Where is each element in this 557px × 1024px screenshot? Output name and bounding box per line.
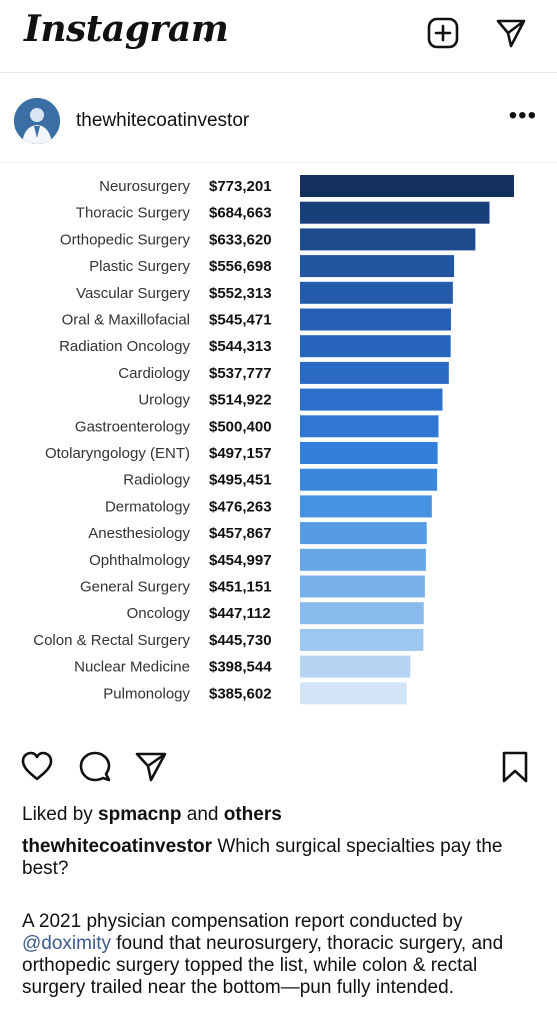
likes-line: Liked by spmacnp and others <box>22 804 282 826</box>
category-label: Neurosurgery <box>99 178 190 195</box>
salary-bar-chart: Neurosurgery $773,201 Thoracic Surgery $684… <box>33 175 514 705</box>
category-label: Oral & Maxillofacial <box>62 312 190 329</box>
bar <box>300 522 427 545</box>
bar <box>300 628 424 651</box>
value-label: $445,730 <box>209 632 272 649</box>
value-label: $633,620 <box>209 231 272 248</box>
category-label: Oncology <box>127 605 191 622</box>
value-label: $447,112 <box>209 605 271 622</box>
category-label: General Surgery <box>80 579 191 596</box>
category-label: Otolaryngology (ENT) <box>45 445 190 462</box>
bookmark-icon[interactable] <box>500 750 530 784</box>
post-actions <box>0 742 557 796</box>
likes-and: and <box>181 804 224 825</box>
bar <box>300 361 449 384</box>
category-label: Urology <box>138 392 190 409</box>
caption-text: Which surgical specialties pay the best? <box>22 836 503 879</box>
category-label: Pulmonology <box>103 685 190 702</box>
value-label: $476,263 <box>209 498 272 515</box>
post-username[interactable]: thewhitecoatinvestor <box>76 110 250 131</box>
value-label: $552,313 <box>209 285 272 302</box>
value-label: $773,201 <box>209 178 272 195</box>
bar <box>300 495 432 518</box>
desc-text-2: found that neurosurgery, thoracic surger… <box>22 933 504 998</box>
desc-text-1: A 2021 physician compensation report con… <box>22 911 463 932</box>
post-header: thewhitecoatinvestor ••• <box>0 78 557 163</box>
avatar[interactable] <box>14 98 60 144</box>
caption-username[interactable]: thewhitecoatinvestor <box>22 836 213 857</box>
post-description: A 2021 physician compensation report con… <box>22 911 542 999</box>
category-label: Anesthesiology <box>88 525 190 542</box>
bar <box>300 548 426 571</box>
bar <box>300 442 438 464</box>
comment-icon[interactable] <box>78 750 112 784</box>
mention-link[interactable]: @doximity <box>22 933 111 954</box>
category-label: Nuclear Medicine <box>74 659 190 676</box>
value-label: $457,867 <box>209 525 272 542</box>
category-label: Orthopedic Surgery <box>60 231 191 248</box>
liked-by-user[interactable]: spmacnp <box>98 804 182 825</box>
category-label: Ophthalmology <box>89 552 190 569</box>
value-label: $684,663 <box>209 205 272 222</box>
bar <box>300 682 407 705</box>
plus-square-icon[interactable] <box>426 16 460 50</box>
value-label: $500,400 <box>209 418 272 435</box>
value-label: $545,471 <box>209 312 272 329</box>
value-label: $497,157 <box>209 445 272 462</box>
value-label: $556,698 <box>209 258 272 275</box>
paper-plane-icon[interactable] <box>494 16 528 50</box>
chevron-down-icon[interactable]: ⌄ <box>200 26 216 46</box>
value-label: $544,313 <box>209 338 272 355</box>
value-label: $514,922 <box>209 392 272 409</box>
value-label: $537,777 <box>209 365 272 382</box>
value-label: $495,451 <box>209 472 272 489</box>
liked-by-others[interactable]: others <box>223 804 282 825</box>
category-label: Thoracic Surgery <box>76 205 191 222</box>
value-label: $454,997 <box>209 552 272 569</box>
bar <box>300 602 424 625</box>
post-caption: thewhitecoatinvestor Which surgical spec… <box>22 836 537 880</box>
bar <box>300 388 443 411</box>
heart-icon[interactable] <box>20 750 54 784</box>
category-label: Radiology <box>123 472 190 489</box>
bar <box>300 308 451 331</box>
avatar-image <box>14 98 60 144</box>
bar <box>300 201 490 224</box>
category-label: Gastroenterology <box>75 418 191 435</box>
bar <box>300 175 514 197</box>
bar <box>300 255 455 278</box>
value-label: $398,544 <box>209 659 272 676</box>
category-label: Cardiology <box>118 365 190 382</box>
bar <box>300 468 438 491</box>
category-label: Dermatology <box>105 498 191 515</box>
category-label: Plastic Surgery <box>89 258 190 275</box>
bar <box>300 415 439 438</box>
bar <box>300 281 453 304</box>
value-label: $385,602 <box>209 685 272 702</box>
bar <box>300 655 411 678</box>
bar <box>300 335 451 358</box>
category-label: Radiation Oncology <box>59 338 190 355</box>
post-image[interactable]: Neurosurgery $773,201 Thoracic Surgery $684… <box>0 160 557 735</box>
category-label: Vascular Surgery <box>76 285 190 302</box>
bar <box>300 575 425 598</box>
top-bar: Instagram ⌄ <box>0 0 557 73</box>
likes-prefix: Liked by <box>22 804 99 825</box>
more-options-icon[interactable]: ••• <box>508 102 537 129</box>
bar <box>300 228 476 251</box>
value-label: $451,151 <box>209 579 272 596</box>
instagram-logo[interactable]: Instagram <box>24 8 229 50</box>
category-label: Colon & Rectal Surgery <box>33 632 190 649</box>
share-icon[interactable] <box>134 750 168 784</box>
